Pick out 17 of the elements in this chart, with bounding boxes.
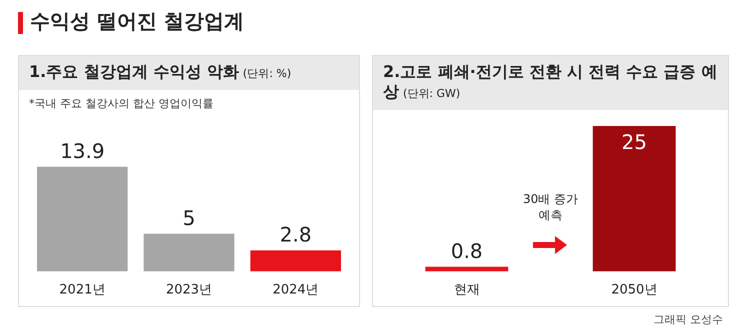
data-label: 2.8 <box>280 222 312 247</box>
x-tick-label: 현재 <box>454 282 480 298</box>
chart-title: 1.주요 철강업계 수익성 악화 <box>29 62 239 81</box>
text: 그래픽 오성수 <box>654 312 723 327</box>
x-tick-label: 2050년 <box>611 282 658 298</box>
data-label: 0.8 <box>450 238 483 263</box>
x-tick-label: 2021년 <box>59 282 106 298</box>
data-label: 25 <box>622 130 647 154</box>
data-label: 13.9 <box>60 138 105 163</box>
chart-subtitle: (단위: %) <box>242 67 292 80</box>
text: *국내 주요 철강사의 합산 영업이익률 <box>28 96 214 111</box>
x-tick-label: 2023년 <box>166 282 212 298</box>
chart-subtitle: (단위: GW) <box>403 87 460 100</box>
x-tick-label: 2024년 <box>272 282 319 298</box>
text: 수익성 떨어진 철강업계 <box>30 8 244 35</box>
annotation: 30배 증가 예측 <box>522 191 578 223</box>
data-label: 5 <box>182 206 196 230</box>
